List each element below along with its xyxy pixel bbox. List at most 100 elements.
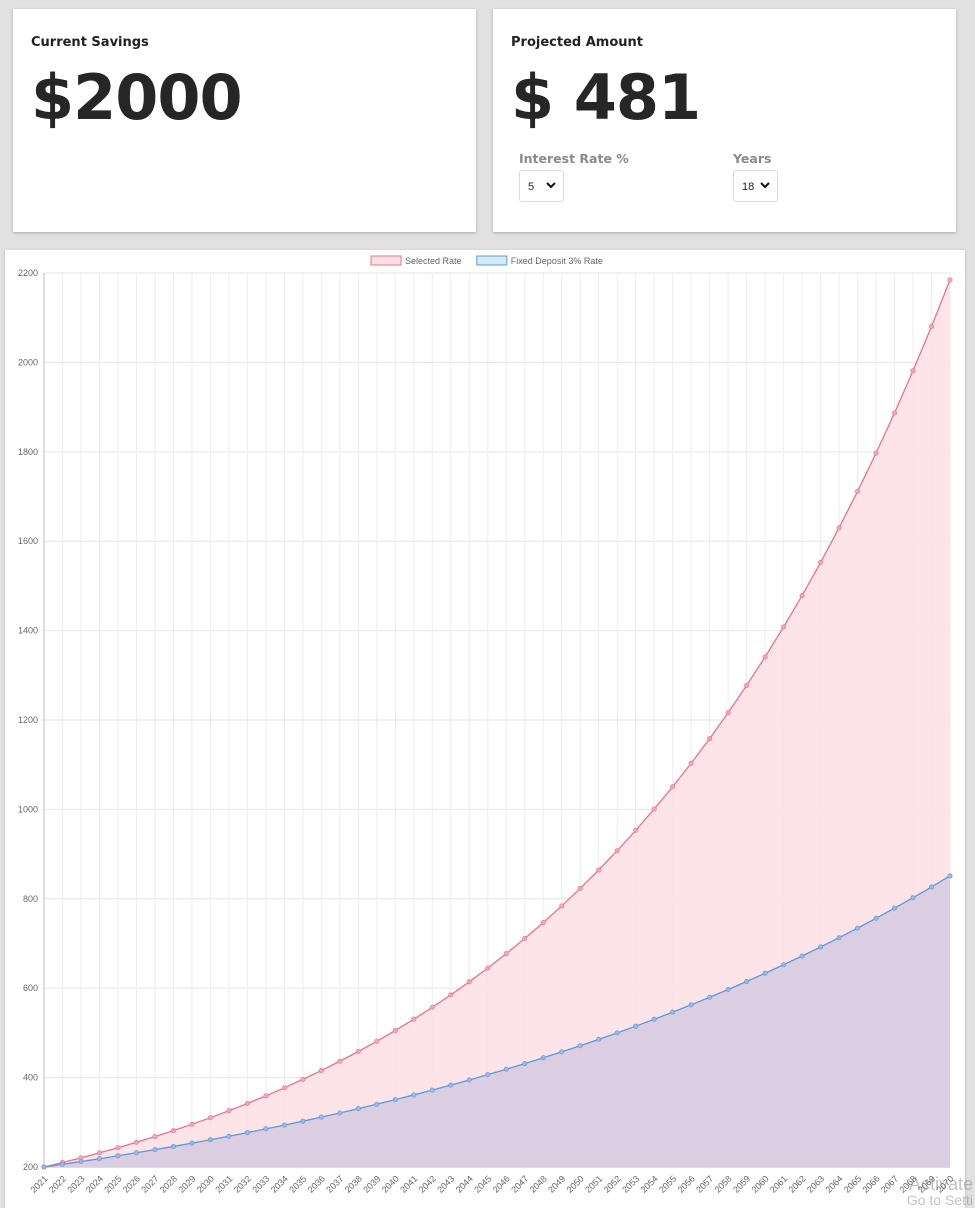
data-point <box>392 1097 398 1103</box>
interest-rate-label: Interest Rate % <box>519 151 629 166</box>
data-point <box>207 1115 213 1121</box>
data-point <box>189 1140 195 1146</box>
data-point <box>411 1016 417 1022</box>
data-point <box>707 736 713 742</box>
x-tick-label: 2034 <box>269 1174 290 1195</box>
data-point <box>559 1049 565 1055</box>
y-tick-label: 1400 <box>18 626 38 636</box>
x-tick-label: 2062 <box>787 1174 808 1195</box>
data-point <box>799 953 805 959</box>
legend-swatch <box>370 255 402 266</box>
data-point <box>281 1085 287 1091</box>
data-point <box>355 1048 361 1054</box>
data-point <box>78 1159 84 1165</box>
x-tick-label: 2035 <box>287 1174 308 1195</box>
data-point <box>540 1055 546 1061</box>
data-point <box>836 935 842 941</box>
legend-swatch <box>476 255 508 266</box>
data-point <box>873 450 879 456</box>
data-point <box>818 944 824 950</box>
data-point <box>836 525 842 531</box>
watermark-line-1: Activate <box>908 1174 973 1194</box>
data-point <box>189 1121 195 1127</box>
x-tick-label: 2051 <box>583 1174 604 1195</box>
data-point <box>947 873 953 879</box>
watermark-line-2: Go to Setti <box>906 1192 973 1208</box>
x-tick-label: 2046 <box>491 1174 512 1195</box>
chevron-down-icon <box>760 182 770 189</box>
y-tick-label: 1200 <box>18 715 38 725</box>
data-point <box>910 368 916 374</box>
data-point <box>411 1092 417 1098</box>
x-tick-label: 2032 <box>232 1174 253 1195</box>
data-point <box>744 978 750 984</box>
data-point <box>300 1118 306 1124</box>
data-point <box>522 1061 528 1067</box>
data-point <box>633 827 639 833</box>
x-tick-label: 2036 <box>306 1174 327 1195</box>
current-savings-amount: $2000 <box>31 61 243 134</box>
x-tick-label: 2028 <box>158 1174 179 1195</box>
interest-rate-select[interactable]: 5 <box>519 170 564 202</box>
data-point <box>670 784 676 790</box>
data-point <box>818 560 824 566</box>
data-point <box>170 1143 176 1149</box>
years-label: Years <box>733 151 772 166</box>
y-tick-label: 200 <box>23 1162 38 1172</box>
data-point <box>318 1114 324 1120</box>
data-point <box>281 1122 287 1128</box>
data-point <box>614 848 620 854</box>
data-point <box>429 1087 435 1093</box>
data-point <box>596 1036 602 1042</box>
data-point <box>781 624 787 630</box>
data-point <box>133 1139 139 1145</box>
projected-amount-card: Projected Amount $ 481 Interest Rate % 5… <box>493 9 956 232</box>
x-tick-label: 2027 <box>139 1174 160 1195</box>
years-value: 18 <box>742 181 755 193</box>
x-tick-label: 2031 <box>213 1174 234 1195</box>
x-tick-label: 2022 <box>47 1174 68 1195</box>
data-point <box>355 1106 361 1112</box>
x-tick-label: 2050 <box>565 1174 586 1195</box>
x-tick-label: 2038 <box>343 1174 364 1195</box>
x-tick-label: 2047 <box>509 1174 530 1195</box>
projected-amount-value: $ 481 <box>511 61 701 134</box>
data-point <box>633 1023 639 1029</box>
x-tick-label: 2039 <box>361 1174 382 1195</box>
data-point <box>577 885 583 891</box>
x-tick-label: 2021 <box>28 1174 49 1195</box>
data-point <box>263 1093 269 1099</box>
x-tick-label: 2048 <box>528 1174 549 1195</box>
x-tick-label: 2042 <box>417 1174 438 1195</box>
y-tick-label: 2000 <box>18 357 38 367</box>
data-point <box>152 1134 158 1140</box>
data-point <box>485 1072 491 1078</box>
data-point <box>41 1164 47 1170</box>
data-point <box>855 925 861 931</box>
x-tick-label: 2052 <box>602 1174 623 1195</box>
data-point <box>799 593 805 599</box>
x-tick-label: 2064 <box>823 1174 844 1195</box>
data-point <box>929 884 935 890</box>
x-tick-label: 2026 <box>121 1174 142 1195</box>
data-point <box>300 1076 306 1082</box>
interest-rate-value: 5 <box>528 181 535 193</box>
savings-growth-chart: 200 400 600 800 1000 1200 1400 1600 1800 2000 2200… <box>5 250 965 1208</box>
x-tick-label: 2056 <box>676 1174 697 1195</box>
data-point <box>744 683 750 689</box>
data-point <box>577 1043 583 1049</box>
data-point <box>762 970 768 976</box>
y-tick-label: 1600 <box>18 536 38 546</box>
chart-canvas: 200 400 600 800 1000 1200 1400 1600 1800 2000 2200… <box>18 255 956 1195</box>
data-point <box>392 1027 398 1033</box>
data-point <box>429 1004 435 1010</box>
data-point <box>503 951 509 957</box>
current-savings-title: Current Savings <box>31 35 149 50</box>
years-select[interactable]: 18 <box>733 170 778 202</box>
x-tick-label: 2065 <box>842 1174 863 1195</box>
data-point <box>448 992 454 998</box>
x-tick-label: 2063 <box>805 1174 826 1195</box>
data-point <box>688 1002 694 1008</box>
x-tick-label: 2040 <box>380 1174 401 1195</box>
x-tick-label: 2043 <box>435 1174 456 1195</box>
